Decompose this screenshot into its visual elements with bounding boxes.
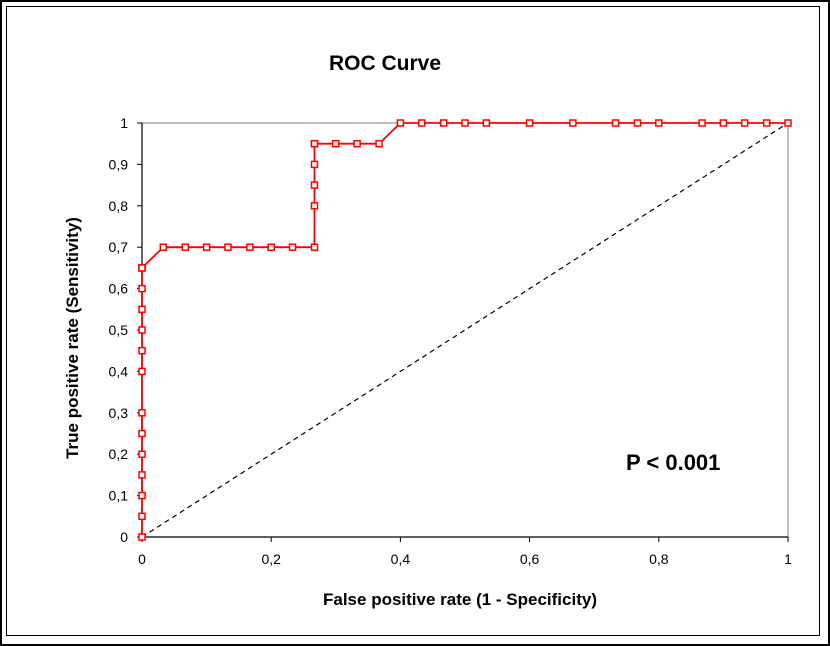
roc-point-marker bbox=[762, 119, 771, 127]
reference-diagonal-line bbox=[141, 122, 789, 538]
roc-point-marker bbox=[159, 243, 168, 251]
roc-point-marker bbox=[310, 139, 319, 148]
roc-point-marker bbox=[138, 512, 146, 521]
y-tick-label: 0,1 bbox=[109, 488, 129, 504]
roc-point-marker bbox=[784, 119, 792, 127]
roc-point-marker bbox=[138, 533, 146, 541]
roc-point-marker bbox=[396, 119, 405, 127]
p-value-annotation: P < 0.001 bbox=[626, 450, 720, 475]
y-tick-label: 0,4 bbox=[109, 363, 129, 379]
y-tick-label: 0,3 bbox=[109, 405, 129, 421]
roc-point-marker bbox=[310, 181, 319, 189]
roc-point-marker bbox=[633, 119, 642, 127]
roc-point-marker bbox=[267, 243, 275, 251]
roc-point-marker bbox=[138, 450, 146, 458]
y-tick-label: 0,5 bbox=[109, 322, 129, 338]
y-tick-label: 1 bbox=[120, 115, 128, 131]
x-tick-label: 0,8 bbox=[649, 551, 669, 567]
roc-point-marker bbox=[417, 119, 426, 127]
roc-point-marker bbox=[482, 119, 491, 127]
roc-point-marker bbox=[138, 409, 146, 417]
roc-point-marker bbox=[310, 243, 319, 251]
roc-point-marker bbox=[181, 243, 190, 251]
x-tick-label: 0 bbox=[138, 551, 146, 567]
roc-point-marker bbox=[310, 202, 319, 210]
roc-point-marker bbox=[202, 243, 211, 251]
roc-point-marker bbox=[719, 119, 728, 127]
roc-point-marker bbox=[138, 326, 146, 334]
roc-point-marker bbox=[569, 119, 577, 127]
roc-point-marker bbox=[332, 139, 340, 148]
y-tick-label: 0,8 bbox=[109, 198, 129, 214]
roc-point-marker bbox=[246, 243, 254, 251]
y-axis-label: True positive rate (Sensitivity) bbox=[63, 217, 82, 459]
roc-point-marker bbox=[138, 471, 146, 479]
roc-point-marker bbox=[138, 284, 146, 293]
roc-point-marker bbox=[138, 367, 146, 376]
roc-point-marker bbox=[461, 119, 469, 127]
roc-point-marker bbox=[740, 119, 749, 127]
roc-point-marker bbox=[655, 119, 663, 127]
y-tick-label: 0,7 bbox=[109, 239, 129, 255]
x-tick-label: 0,4 bbox=[391, 551, 411, 567]
roc-point-marker bbox=[698, 119, 706, 127]
y-tick-label: 0,9 bbox=[109, 156, 129, 172]
roc-point-marker bbox=[138, 429, 146, 438]
roc-point-marker bbox=[288, 243, 297, 251]
roc-point-marker bbox=[138, 491, 146, 500]
series-layer bbox=[138, 119, 792, 541]
roc-point-marker bbox=[439, 119, 448, 127]
roc-point-marker bbox=[310, 160, 319, 169]
y-tick-label: 0,2 bbox=[109, 446, 129, 462]
y-axis-ticks: 0 0,1 0,2 0,3 0,4 0,5 0,6 0,7 0,8 0,9 1 bbox=[109, 115, 142, 545]
y-tick-label: 0 bbox=[120, 529, 128, 545]
x-tick-label: 0,2 bbox=[261, 551, 281, 567]
y-tick-label: 0,6 bbox=[109, 281, 129, 297]
roc-point-marker bbox=[353, 139, 361, 148]
roc-point-marker bbox=[525, 119, 534, 127]
x-tick-label: 0,6 bbox=[520, 551, 540, 567]
roc-point-marker bbox=[375, 139, 383, 148]
chart-inner-frame bbox=[6, 6, 820, 636]
x-axis-label: False positive rate (1 - Specificity) bbox=[323, 590, 597, 609]
roc-point-marker bbox=[224, 243, 232, 251]
roc-point-marker bbox=[138, 346, 146, 355]
roc-point-marker bbox=[138, 264, 146, 272]
roc-point-marker bbox=[138, 305, 146, 314]
roc-point-marker bbox=[611, 119, 620, 127]
chart-title: ROC Curve bbox=[329, 52, 441, 75]
x-axis-ticks: 0 0,2 0,4 0,6 0,8 1 bbox=[138, 537, 792, 567]
x-tick-label: 1 bbox=[784, 551, 792, 567]
